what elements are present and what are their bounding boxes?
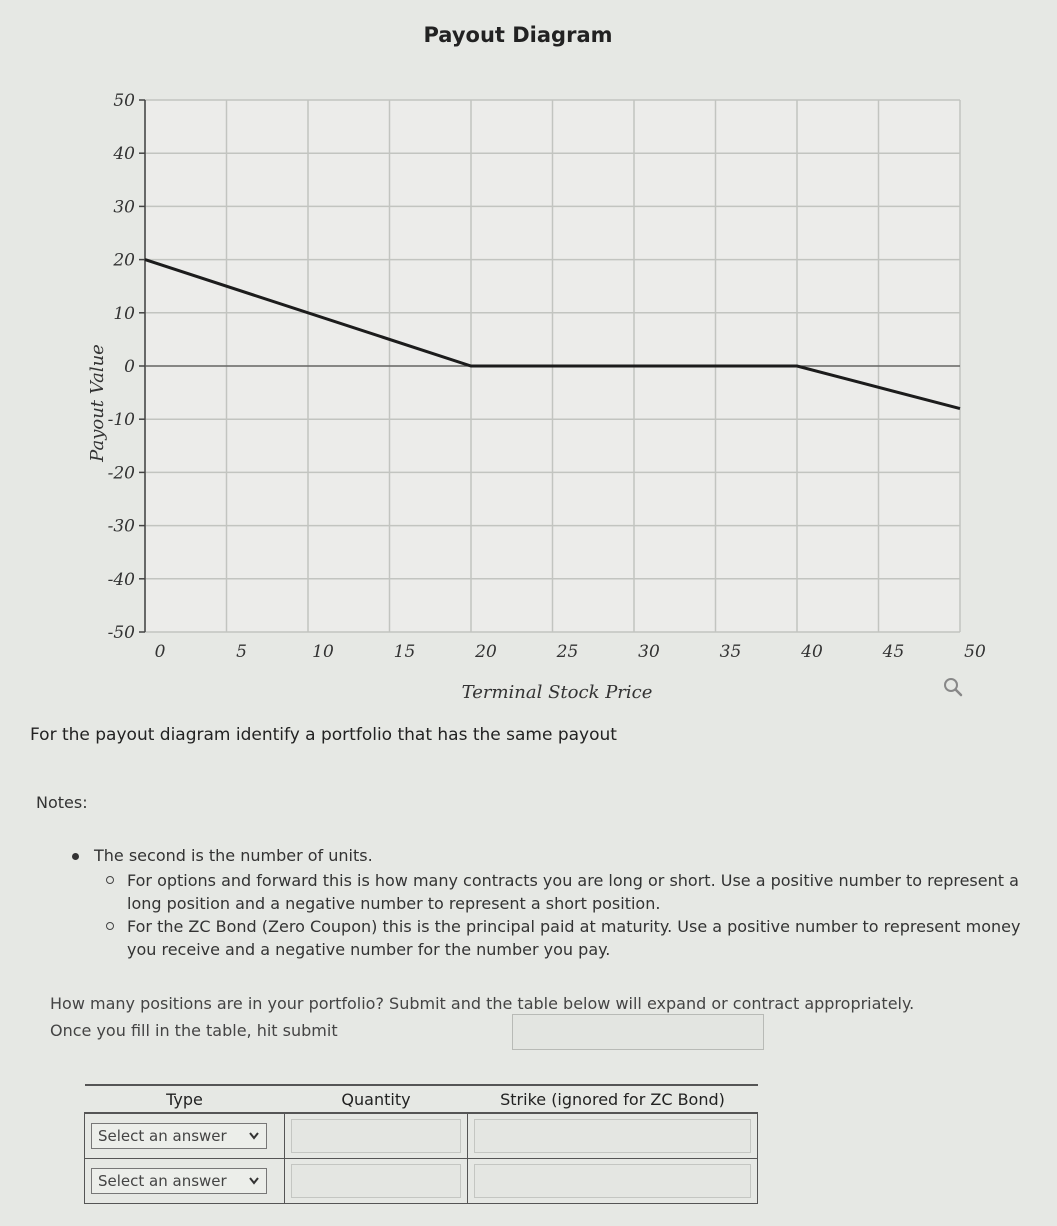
x-tick-label: 35 [720,642,742,662]
strike-input[interactable] [474,1119,751,1153]
chart-title: Payout Diagram [423,23,612,47]
y-tick-label: 10 [113,304,135,324]
payout-line [144,258,961,411]
zoom-icon[interactable] [942,676,964,698]
notes-sub-item: For the ZC Bond (Zero Coupon) this is th… [68,915,1038,961]
payout-chart: Payout Diagram 0 5 10 15 20 25 30 35 40 45 50 50 40 3… [87,23,986,703]
strike-cell [467,1158,758,1204]
quantity-input[interactable] [291,1119,461,1153]
x-tick-label: 15 [394,642,416,662]
header-type: Type [84,1084,285,1114]
x-tick-label: 50 [964,642,986,662]
tick-labels: 0 5 10 15 20 25 30 35 40 45 50 50 40 30 20 10 0 -10 -20 -30… [108,91,986,662]
quantity-cell [284,1158,468,1204]
series [144,258,961,411]
y-tick-label: -20 [108,463,136,483]
chevron-down-icon [249,1177,259,1185]
notes-sub-list: For options and forward this is how many… [68,869,1038,961]
notes-sub-item-text: For options and forward this is how many… [127,871,1019,913]
y-tick-label: 40 [112,144,135,164]
type-select[interactable]: Select an answer [91,1168,267,1194]
x-tick-label: 20 [474,642,497,662]
y-tick-label: 30 [113,197,135,217]
circle-bullet-icon [106,922,114,930]
notes-bullet-text: The second is the number of units. [94,846,373,865]
table-row: Select an answer [84,1158,758,1204]
strike-input[interactable] [474,1164,751,1198]
portfolio-table: Type Quantity Strike (ignored for ZC Bon… [84,1084,758,1204]
y-tick-label: -50 [108,623,136,643]
quantity-input[interactable] [291,1164,461,1198]
y-tick-label: 0 [124,357,135,377]
x-axis-label: Terminal Stock Price [462,682,653,703]
type-select-value: Select an answer [98,1127,227,1145]
notes-sub-item: For options and forward this is how many… [68,869,1038,915]
circle-bullet-icon [106,876,114,884]
y-axis-label: Payout Value [87,344,108,463]
positions-question: How many positions are in your portfolio… [50,994,915,1040]
strike-cell [467,1112,758,1159]
x-tick-label: 25 [556,642,579,662]
type-cell: Select an answer [84,1158,285,1204]
grid [139,99,961,633]
notes-sub-item-text: For the ZC Bond (Zero Coupon) this is th… [127,917,1021,959]
table-header-row: Type Quantity Strike (ignored for ZC Bon… [84,1084,758,1114]
x-tick-label: 5 [236,642,247,662]
header-strike: Strike (ignored for ZC Bond) [467,1084,758,1114]
y-tick-label: -30 [108,517,136,537]
table-row: Select an answer [84,1112,758,1159]
header-quantity: Quantity [284,1084,468,1114]
bullet-dot-icon [72,853,79,860]
quantity-cell [284,1112,468,1159]
type-select[interactable]: Select an answer [91,1123,267,1149]
notes-list: The second is the number of units. For o… [68,845,1038,961]
y-tick-label: -40 [108,570,136,590]
notes-bullet: The second is the number of units. [68,845,1038,867]
x-tick-label: 30 [638,642,660,662]
y-tick-label: -10 [108,410,136,430]
chart-svg: Payout Diagram 0 5 10 15 20 25 30 35 40 45 50 50 40 3… [87,23,986,703]
chevron-down-icon [249,1132,259,1140]
positions-count-input[interactable] [512,1014,764,1050]
type-select-value: Select an answer [98,1172,227,1190]
prompt-text: For the payout diagram identify a portfo… [30,725,617,745]
y-tick-label: 50 [113,91,135,111]
x-tick-label: 0 [155,642,166,662]
x-tick-label: 40 [800,642,823,662]
x-tick-label: 45 [882,642,905,662]
type-cell: Select an answer [84,1112,285,1159]
x-tick-label: 10 [312,642,334,662]
notes-label: Notes: [36,793,88,812]
y-tick-label: 20 [112,251,135,271]
